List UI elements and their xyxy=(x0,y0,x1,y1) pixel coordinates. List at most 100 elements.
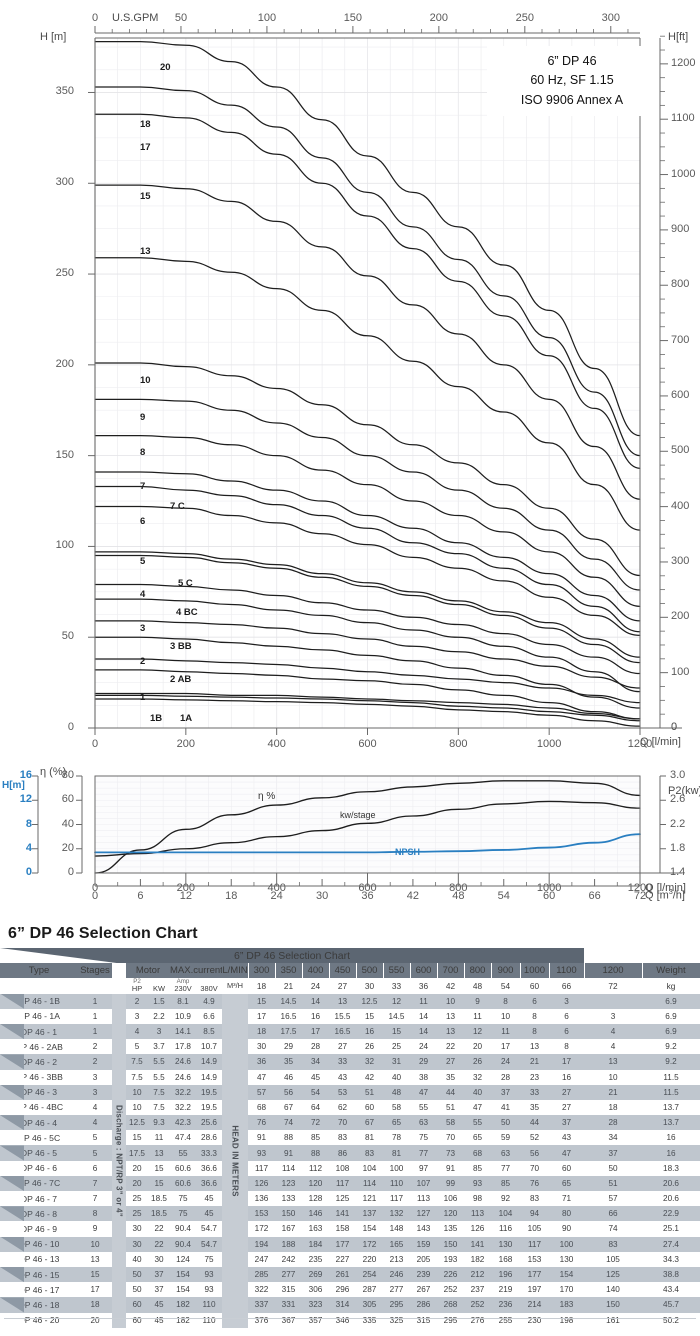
cell-head-400: 45 xyxy=(302,1069,329,1085)
cell-type: DP 46 - 7 xyxy=(0,1191,78,1207)
top-tick-label: 200 xyxy=(429,12,449,24)
cell-head-500: 42 xyxy=(356,1069,383,1085)
cell-head-550: 213 xyxy=(383,1251,410,1267)
cell-a380: 75 xyxy=(196,1251,222,1267)
table-row[interactable]: DP 46 - 18 18 60 45 182 110 337 331 323 314 305 295… xyxy=(0,1297,700,1313)
table-row[interactable]: DP 46 - 9 9 30 22 90.4 54.7 172 167 163 158 154 148… xyxy=(0,1221,700,1237)
cell-head-700: 252 xyxy=(437,1282,464,1298)
table-row[interactable]: DP 46 - 2 2 7.5 5.5 24.6 14.9 36 35 34 33 32 31 29 27… xyxy=(0,1054,700,1070)
cell-head-550: 65 xyxy=(383,1115,410,1131)
header-flow-lmin-350: 350 xyxy=(275,963,302,979)
table-row[interactable]: DP 46 - 3 3 10 7.5 32.2 19.5 57 56 54 53 51 48 47 44 4… xyxy=(0,1084,700,1100)
table-header-row-secondary: P2 HP KW Amp 230V 380V M³/H 18 21 24 27 30 33 36 42 4… xyxy=(0,978,700,994)
header-discharge-spacer xyxy=(112,963,126,979)
cell-stages: 13 xyxy=(78,1251,112,1267)
cell-head-400: 64 xyxy=(302,1099,329,1116)
cell-head-450: 86 xyxy=(329,1145,356,1161)
cell-a380: 19.5 xyxy=(196,1084,222,1100)
cell-head-700: 44 xyxy=(437,1084,464,1100)
cell-head-900: 104 xyxy=(491,1206,520,1222)
cell-head-800: 9 xyxy=(464,993,491,1009)
cell-type: DP 46 - 1 xyxy=(0,1023,78,1040)
curve-label-15: 15 xyxy=(140,191,151,202)
cell-a230: 8.1 xyxy=(170,993,196,1009)
cell-a380: 36.6 xyxy=(196,1175,222,1191)
cell-head-1000: 177 xyxy=(520,1266,549,1283)
table-row[interactable]: DP 46 - 7C 7 20 15 60.6 36.6 126 123 120 117 114 11… xyxy=(0,1175,700,1191)
table-row[interactable]: DP 46 - 20 20 60 45 182 110 376 367 357 346 335 325… xyxy=(0,1312,700,1328)
cell-head-1100: 130 xyxy=(549,1251,585,1267)
table-row[interactable]: DP 46 - 6 6 20 15 60.6 36.6 117 114 112 108 104 100… xyxy=(0,1160,700,1176)
perf-chart-svg xyxy=(32,775,682,879)
cell-head-1200: 50 xyxy=(584,1160,642,1176)
table-row[interactable]: DP 46 - 1B 1 Discharge : NPT/RP 3” or 4” 2 1… xyxy=(0,993,700,1328)
cell-head-1100: 6 xyxy=(549,1023,585,1040)
table-row[interactable]: DP 46 - 4 4 12.5 9.3 42.3 25.6 76 74 72 70 67 65 63 5… xyxy=(0,1115,700,1131)
cell-a380: 36.6 xyxy=(196,1160,222,1176)
cell-stages: 3 xyxy=(78,1069,112,1085)
header2-flow-m3h-54: 54 xyxy=(491,978,520,994)
cell-kw: 5.5 xyxy=(148,1054,170,1070)
perf-bottom-tick-label: 1000 xyxy=(536,882,562,894)
curve-label-8: 8 xyxy=(140,447,146,458)
cell-a380: 28.6 xyxy=(196,1130,222,1146)
table-row[interactable]: DP 46 - 15 15 50 37 154 93 285 277 269 261 254 246 2… xyxy=(0,1266,700,1283)
cell-head-1100: 170 xyxy=(549,1282,585,1298)
efficiency-power-npsh-chart: 0 20 40 60 80 η (%) 0 4 8 12 16 H[m] 1.4 1.8 2.2 2.6 3.0… xyxy=(0,748,700,918)
cell-type: DP 46 - 20 xyxy=(0,1312,78,1328)
header2-flow-m3h-18: 18 xyxy=(248,978,275,994)
table-row[interactable]: DP 46 - 4BC 4 10 7.5 32.2 19.5 68 67 64 62 60 58 55 5… xyxy=(0,1099,700,1116)
cell-stages: 4 xyxy=(78,1099,112,1116)
cell-head-400: 72 xyxy=(302,1115,329,1131)
curve-label-7: 7 xyxy=(140,481,146,492)
cell-a380: 110 xyxy=(196,1297,222,1313)
cell-head-350: 367 xyxy=(275,1312,302,1328)
cell-head-700: 13 xyxy=(437,1008,464,1024)
cell-stages: 20 xyxy=(78,1312,112,1328)
table-row[interactable]: DP 46 - 3BB 3 7.5 5.5 24.6 14.9 47 46 45 43 42 40 38… xyxy=(0,1069,700,1085)
cell-stages: 2 xyxy=(78,1039,112,1055)
header2-m3h: M³/H xyxy=(222,978,248,994)
curve-label-7c: 7 C xyxy=(170,501,185,512)
header-flow-lmin-450: 450 xyxy=(329,963,356,979)
table-row[interactable]: DP 46 - 2AB 2 5 3.7 17.8 10.7 30 29 28 27 26 25 24 22… xyxy=(0,1039,700,1055)
header-flow-lmin-800: 800 xyxy=(464,963,491,979)
cell-head-400: 357 xyxy=(302,1312,329,1328)
cell-weight: 22.9 xyxy=(642,1206,700,1222)
curve-label-17: 17 xyxy=(140,142,151,153)
table-row[interactable]: DP 46 - 5 5 17.5 13 55 33.3 93 91 88 86 83 81 77 73 68… xyxy=(0,1145,700,1161)
cell-a230: 24.6 xyxy=(170,1054,196,1070)
cell-head-550: 58 xyxy=(383,1099,410,1116)
p2-axis-label: P2(kw) xyxy=(668,785,700,797)
left-tick-label: 300 xyxy=(55,176,74,189)
table-row[interactable]: DP 46 - 5C 5 15 11 47.4 28.6 91 88 85 83 81 78 75 70 6… xyxy=(0,1130,700,1146)
cell-head-1100: 90 xyxy=(549,1221,585,1237)
cell-hp: 17.5 xyxy=(126,1145,148,1161)
table-row[interactable]: DP 46 - 10 10 30 22 90.4 54.7 194 188 184 177 172 1… xyxy=(0,1236,700,1252)
cell-head-1000: 6 xyxy=(520,993,549,1009)
header2-type-blank xyxy=(0,978,78,994)
cell-head-800: 40 xyxy=(464,1084,491,1100)
cell-stages: 8 xyxy=(78,1206,112,1222)
cell-head-350: 315 xyxy=(275,1282,302,1298)
table-row[interactable]: DP 46 - 13 13 40 30 124 75 247 242 235 227 220 213 2… xyxy=(0,1251,700,1267)
cell-weight: 20.6 xyxy=(642,1191,700,1207)
table-row[interactable]: DP 46 - 1A 1 3 2.2 10.9 6.6 17 16.5 16 15.5 15 14.5… xyxy=(0,1008,700,1024)
table-row[interactable]: DP 46 - 7 7 25 18.5 75 45 136 133 128 125 121 117 11… xyxy=(0,1191,700,1207)
cell-head-800: 113 xyxy=(464,1206,491,1222)
cell-stages: 2 xyxy=(78,1054,112,1070)
cell-weight: 16 xyxy=(642,1145,700,1161)
main-performance-chart: U.S.GPM H [m] H[ft] Q [l/min] 0 50 100 150 2… xyxy=(40,12,695,750)
cell-head-400: 112 xyxy=(302,1160,329,1176)
cell-head-350: 74 xyxy=(275,1115,302,1131)
cell-hp: 20 xyxy=(126,1175,148,1191)
table-row[interactable]: DP 46 - 1 1 4 3 14.1 8.5 18 17.5 17 16.5 16 15 14 13 1… xyxy=(0,1023,700,1040)
cell-head-550: 325 xyxy=(383,1312,410,1328)
cell-head-450: 33 xyxy=(329,1054,356,1070)
cell-type: DP 46 - 2AB xyxy=(0,1039,78,1055)
table-row[interactable]: DP 46 - 8 8 25 18.5 75 45 153 150 146 141 137 132 12… xyxy=(0,1206,700,1222)
cell-head-450: 27 xyxy=(329,1039,356,1055)
table-row[interactable]: DP 46 - 17 17 50 37 154 93 322 315 306 296 287 277 2… xyxy=(0,1282,700,1298)
cell-a230: 124 xyxy=(170,1251,196,1267)
cell-head-900: 8 xyxy=(491,993,520,1009)
